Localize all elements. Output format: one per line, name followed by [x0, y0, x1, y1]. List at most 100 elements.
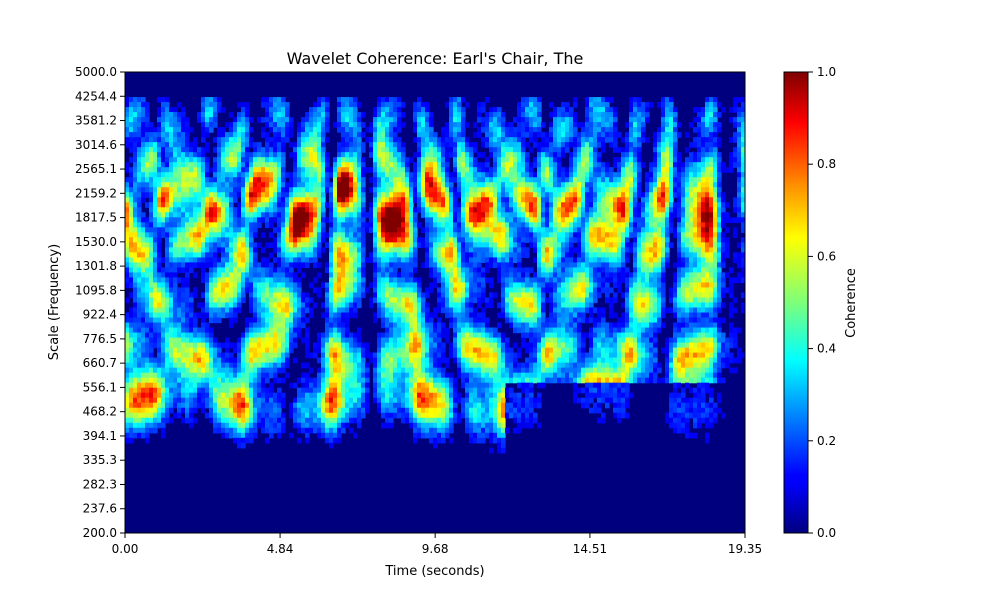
- heatmap-cell: [389, 307, 394, 314]
- heatmap-cell: [209, 222, 214, 228]
- heatmap-cell: [237, 437, 242, 444]
- heatmap-cell: [341, 427, 346, 434]
- heatmap-cell: [145, 422, 150, 429]
- heatmap-cell: [405, 317, 410, 324]
- heatmap-cell: [205, 97, 210, 103]
- heatmap-cell: [305, 342, 310, 349]
- heatmap-cell: [445, 372, 450, 379]
- heatmap-cell: [137, 427, 142, 434]
- heatmap-cell: [317, 177, 322, 183]
- heatmap-cell: [349, 412, 354, 419]
- heatmap-cell: [241, 382, 246, 389]
- heatmap-cell: [253, 352, 258, 359]
- heatmap-cell: [333, 212, 338, 218]
- heatmap-cell: [325, 317, 330, 324]
- heatmap-cell: [173, 172, 178, 178]
- heatmap-cell: [301, 252, 306, 258]
- heatmap-cell: [237, 177, 242, 183]
- heatmap-cell: [341, 252, 346, 258]
- heatmap-cell: [161, 297, 166, 304]
- heatmap-cell: [337, 297, 342, 304]
- heatmap-cell: [209, 387, 214, 394]
- heatmap-cell: [137, 367, 142, 374]
- heatmap-cell: [449, 407, 454, 414]
- heatmap-cell: [137, 112, 142, 118]
- heatmap-cell: [301, 262, 306, 269]
- heatmap-cell: [277, 162, 282, 168]
- heatmap-cell: [373, 117, 378, 123]
- heatmap-cell: [257, 327, 262, 334]
- heatmap-cell: [285, 267, 290, 274]
- heatmap-cell: [409, 267, 414, 274]
- heatmap-cell: [405, 372, 410, 379]
- heatmap-cell: [177, 187, 182, 193]
- heatmap-cell: [269, 142, 274, 148]
- heatmap-cell: [425, 307, 430, 314]
- heatmap-cell: [265, 377, 270, 384]
- heatmap-cell: [189, 352, 194, 359]
- heatmap-cell: [261, 352, 266, 359]
- heatmap-cell: [185, 252, 190, 258]
- heatmap-cell: [441, 392, 446, 399]
- heatmap-cell: [277, 202, 282, 208]
- heatmap-cell: [249, 347, 254, 354]
- heatmap-cell: [361, 132, 366, 138]
- heatmap-cell: [381, 137, 386, 143]
- heatmap-cell: [229, 372, 234, 379]
- heatmap-cell: [161, 377, 166, 384]
- heatmap-cell: [281, 122, 286, 128]
- heatmap-cell: [381, 227, 386, 233]
- heatmap-cell: [405, 272, 410, 279]
- heatmap-cell: [277, 297, 282, 304]
- heatmap-cell: [281, 212, 286, 218]
- heatmap-cell: [257, 377, 262, 384]
- heatmap-cell: [409, 187, 414, 193]
- heatmap-cell: [333, 417, 338, 424]
- heatmap-cell: [197, 242, 202, 248]
- heatmap-cell: [357, 147, 362, 153]
- heatmap-cell: [229, 192, 234, 198]
- heatmap-cell: [385, 177, 390, 183]
- heatmap-cell: [401, 252, 406, 258]
- heatmap-cell: [465, 317, 470, 324]
- heatmap-cell: [253, 262, 258, 269]
- heatmap-cell: [213, 387, 218, 394]
- heatmap-cell: [205, 252, 210, 258]
- heatmap-cell: [281, 282, 286, 289]
- heatmap-cell: [429, 432, 434, 439]
- heatmap-cell: [205, 272, 210, 279]
- heatmap-cell: [457, 192, 462, 198]
- heatmap-cell: [241, 397, 246, 404]
- heatmap-cell: [433, 197, 438, 203]
- heatmap-cell: [417, 327, 422, 334]
- heatmap-cell: [205, 392, 210, 399]
- heatmap-cell: [229, 152, 234, 158]
- heatmap-cell: [133, 327, 138, 334]
- heatmap-cell: [353, 417, 358, 424]
- heatmap-cell: [229, 187, 234, 193]
- heatmap-cell: [441, 127, 446, 133]
- heatmap-cell: [229, 287, 234, 294]
- heatmap-cell: [161, 207, 166, 213]
- heatmap-cell: [261, 302, 266, 309]
- heatmap-cell: [229, 377, 234, 384]
- heatmap-cell: [441, 257, 446, 264]
- heatmap-cell: [305, 222, 310, 228]
- heatmap-cell: [157, 182, 162, 188]
- heatmap-cell: [445, 207, 450, 213]
- heatmap-cell: [265, 322, 270, 329]
- heatmap-cell: [225, 347, 230, 354]
- heatmap-cell: [125, 407, 130, 414]
- heatmap-cell: [393, 122, 398, 128]
- heatmap-cell: [293, 202, 298, 208]
- heatmap-cell: [365, 212, 370, 218]
- heatmap-cell: [281, 227, 286, 233]
- heatmap-cell: [361, 392, 366, 399]
- heatmap-cell: [409, 422, 414, 429]
- heatmap-cell: [393, 282, 398, 289]
- heatmap-cell: [457, 237, 462, 243]
- heatmap-cell: [249, 382, 254, 389]
- heatmap-cell: [317, 132, 322, 138]
- heatmap-cell: [129, 372, 134, 379]
- heatmap-cell: [265, 392, 270, 399]
